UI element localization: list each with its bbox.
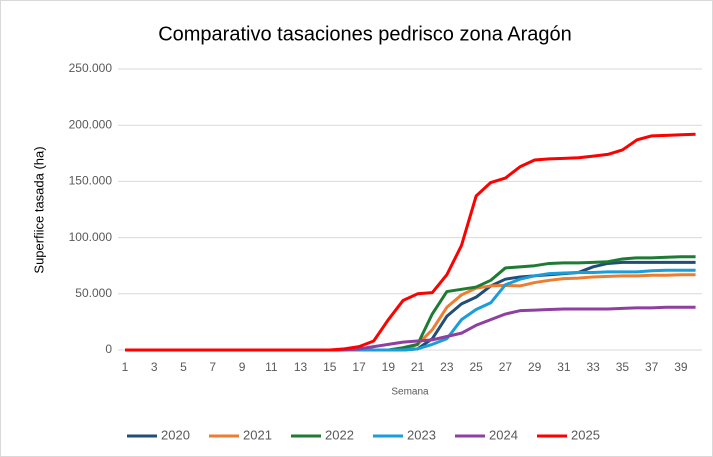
line-series [125,132,696,352]
x-tick-label: 27 [499,360,513,374]
x-tick-label: 7 [209,360,216,374]
x-tick-label: 11 [265,360,278,374]
x-tick-label: 15 [323,360,337,374]
x-tick-label: 1 [122,360,129,374]
legend-label: 2025 [571,427,600,442]
y-axis-label: Superfiice tasada (ha) [31,146,46,273]
y-tick-label: 250.000 [69,61,113,75]
x-tick-label: 23 [440,360,454,374]
x-tick-label: 33 [586,360,600,374]
y-tick-label: 0 [105,342,112,356]
x-tick-label: 19 [382,360,396,374]
legend-label: 2024 [489,427,518,442]
x-tick-label: 5 [180,360,187,374]
x-tick-label: 13 [294,360,308,374]
chart-title: Comparativo tasaciones pedrisco zona Ara… [158,23,572,45]
x-tick-label: 29 [528,360,542,374]
y-tick-label: 50.000 [75,286,112,300]
y-tick-label: 150.000 [69,174,113,188]
y-tick-label: 200.000 [69,117,113,131]
x-tick-label: 9 [239,360,246,374]
x-tick-label: 37 [645,360,659,374]
x-tick-label: 25 [469,360,483,374]
x-axis-label: Semana [391,387,429,398]
legend-label: 2023 [407,427,436,442]
x-tick-label: 3 [151,360,158,374]
x-tick-label: 21 [411,360,425,374]
x-tick-label: 31 [557,360,571,374]
x-tick-label: 39 [674,360,688,374]
legend-label: 2020 [161,427,190,442]
legend-label: 2022 [325,427,354,442]
legend-label: 2021 [243,427,272,442]
x-tick-label: 35 [616,360,630,374]
x-tick-label: 17 [352,360,366,374]
y-tick-label: 100.000 [69,230,113,244]
